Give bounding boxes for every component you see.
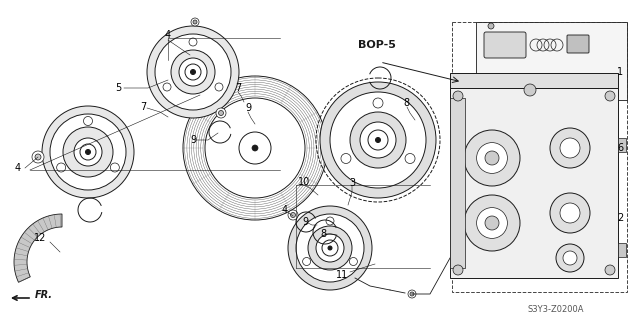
Circle shape: [303, 257, 310, 265]
Circle shape: [376, 137, 381, 143]
Circle shape: [341, 153, 351, 164]
Circle shape: [453, 91, 463, 101]
Circle shape: [485, 216, 499, 230]
Circle shape: [477, 143, 508, 174]
Circle shape: [193, 20, 197, 24]
Circle shape: [288, 206, 372, 290]
Circle shape: [291, 212, 296, 218]
Circle shape: [605, 91, 615, 101]
Circle shape: [322, 240, 338, 256]
Circle shape: [488, 23, 494, 29]
Circle shape: [50, 114, 126, 190]
Circle shape: [57, 163, 66, 172]
Text: S3Y3-Z0200A: S3Y3-Z0200A: [528, 305, 584, 314]
Text: 3: 3: [349, 178, 355, 188]
Circle shape: [330, 92, 426, 188]
Circle shape: [328, 246, 332, 250]
Text: 2: 2: [617, 213, 623, 223]
Text: BOP-5: BOP-5: [358, 40, 396, 50]
Circle shape: [550, 128, 590, 168]
Circle shape: [320, 82, 436, 198]
Text: 9: 9: [190, 135, 196, 145]
Text: FR.: FR.: [35, 290, 53, 300]
Text: 9: 9: [302, 217, 308, 227]
Circle shape: [63, 127, 113, 177]
Circle shape: [556, 244, 584, 272]
Circle shape: [42, 106, 134, 198]
Text: 9: 9: [245, 103, 251, 113]
FancyBboxPatch shape: [484, 32, 526, 58]
Circle shape: [32, 151, 44, 163]
Circle shape: [563, 251, 577, 265]
Circle shape: [316, 234, 344, 262]
Circle shape: [408, 290, 416, 298]
Circle shape: [110, 163, 119, 172]
Circle shape: [86, 150, 90, 154]
Circle shape: [191, 18, 199, 26]
Circle shape: [288, 210, 298, 220]
Text: 6: 6: [617, 143, 623, 153]
Circle shape: [464, 195, 520, 251]
Circle shape: [252, 145, 258, 151]
Circle shape: [155, 34, 231, 110]
Circle shape: [163, 83, 171, 91]
Text: 10: 10: [298, 177, 310, 187]
Text: 4: 4: [15, 163, 21, 173]
Text: 5: 5: [115, 83, 121, 93]
Circle shape: [464, 130, 520, 186]
Circle shape: [189, 38, 197, 46]
Circle shape: [80, 144, 96, 160]
Circle shape: [35, 154, 41, 160]
Circle shape: [185, 64, 201, 80]
Polygon shape: [14, 214, 62, 282]
Circle shape: [368, 130, 388, 150]
Bar: [618, 138, 626, 152]
Bar: [450, 98, 465, 268]
Circle shape: [215, 83, 223, 91]
Bar: [452, 22, 627, 292]
Circle shape: [453, 265, 463, 275]
Circle shape: [373, 98, 383, 108]
Circle shape: [179, 58, 207, 86]
Text: 11: 11: [336, 270, 348, 280]
Circle shape: [605, 265, 615, 275]
Text: 4: 4: [282, 205, 288, 215]
Circle shape: [205, 98, 305, 198]
Text: 1: 1: [617, 67, 623, 77]
Circle shape: [350, 112, 406, 168]
Circle shape: [560, 203, 580, 223]
Bar: [476, 22, 627, 100]
Circle shape: [560, 138, 580, 158]
Circle shape: [524, 84, 536, 96]
Circle shape: [410, 292, 414, 296]
Circle shape: [171, 50, 215, 94]
Text: 8: 8: [320, 229, 326, 239]
Circle shape: [216, 108, 226, 118]
Circle shape: [360, 122, 396, 158]
Circle shape: [74, 138, 102, 166]
Circle shape: [218, 110, 223, 115]
Circle shape: [485, 151, 499, 165]
Circle shape: [147, 26, 239, 118]
FancyBboxPatch shape: [567, 35, 589, 53]
Circle shape: [349, 257, 357, 265]
Circle shape: [477, 208, 508, 238]
Text: 7: 7: [140, 102, 146, 112]
Text: 12: 12: [34, 233, 46, 243]
Circle shape: [308, 226, 352, 270]
Text: 7: 7: [235, 83, 241, 93]
Circle shape: [191, 70, 195, 75]
Circle shape: [326, 217, 334, 225]
Circle shape: [296, 214, 364, 282]
Circle shape: [550, 193, 590, 233]
Bar: [618, 243, 626, 257]
Circle shape: [83, 116, 93, 125]
Circle shape: [405, 153, 415, 164]
Text: 4: 4: [165, 30, 171, 40]
Polygon shape: [450, 73, 618, 88]
Text: 8: 8: [403, 98, 409, 108]
Polygon shape: [450, 88, 618, 278]
